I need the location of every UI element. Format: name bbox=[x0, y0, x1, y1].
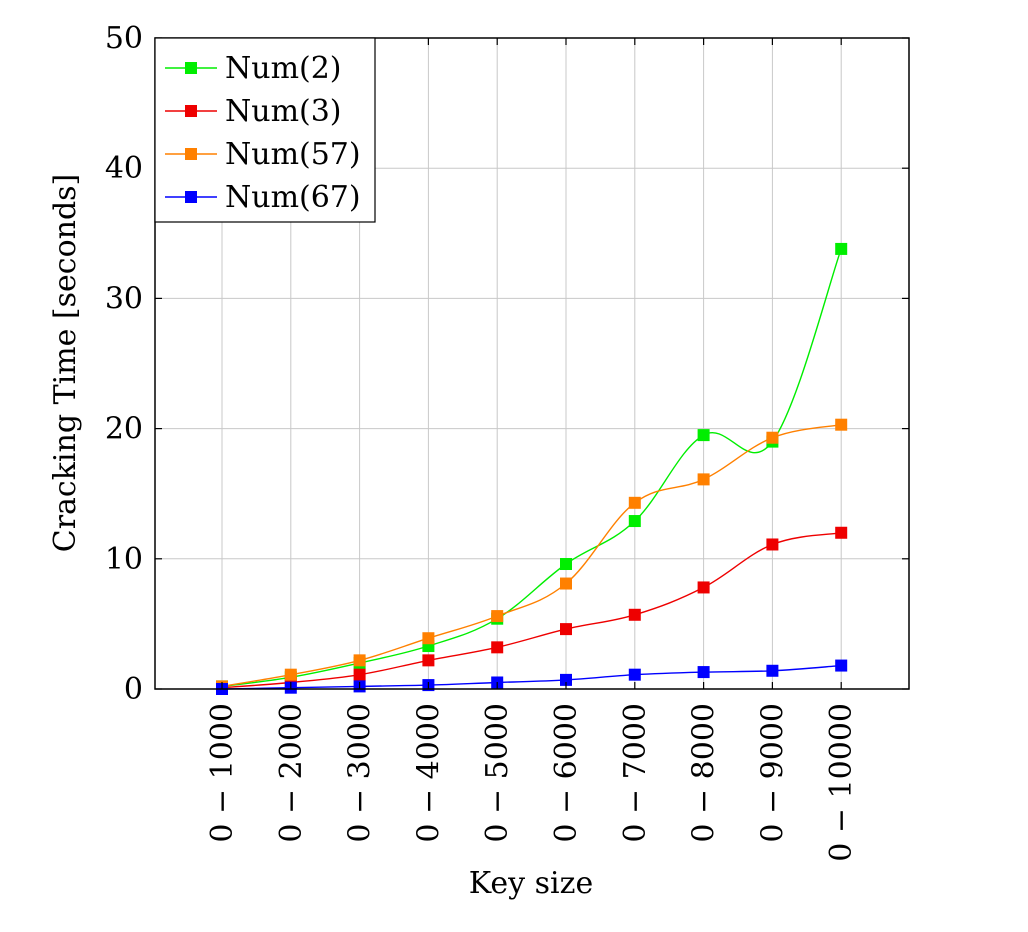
legend-label: Num(57) bbox=[225, 137, 361, 172]
legend-marker bbox=[185, 62, 197, 74]
data-point bbox=[422, 632, 435, 645]
x-tick-label: 0 − 8000 bbox=[687, 703, 722, 843]
data-point bbox=[560, 623, 572, 636]
y-axis-title: Cracking Time [seconds] bbox=[48, 174, 83, 553]
legend-marker bbox=[185, 105, 197, 117]
data-point bbox=[835, 526, 848, 539]
x-axis: 0 − 1000 0 − 2000 0 − 3000 0 − 4000 0 − 5000… bbox=[205, 38, 859, 862]
x-tick-label: 0 − 3000 bbox=[343, 703, 378, 843]
x-tick-label: 0 − 7000 bbox=[618, 703, 653, 843]
y-tick-label: 20 bbox=[105, 412, 143, 447]
data-point bbox=[353, 668, 366, 681]
x-tick-label: 0 − 2000 bbox=[274, 703, 309, 843]
series-num-3 bbox=[216, 526, 848, 694]
series-num-67 bbox=[216, 659, 848, 695]
y-tick-label: 10 bbox=[105, 542, 143, 577]
legend-item: Num(57) bbox=[165, 137, 361, 172]
data-point bbox=[628, 496, 641, 509]
data-point bbox=[422, 654, 435, 667]
y-tick-label: 0 bbox=[124, 672, 143, 707]
legend: Num(2) Num(3) Num(57) Num(67) bbox=[154, 37, 376, 223]
data-point bbox=[835, 659, 848, 672]
y-axis: 0 10 20 30 40 50 bbox=[105, 21, 909, 707]
data-point bbox=[560, 673, 572, 686]
x-tick-label: 0 − 9000 bbox=[755, 703, 790, 843]
series-line bbox=[221, 532, 842, 689]
series-num-2 bbox=[216, 242, 848, 693]
legend-marker bbox=[185, 148, 197, 160]
data-point bbox=[766, 538, 779, 551]
x-axis-title: Key size bbox=[469, 866, 593, 901]
legend-item: Num(2) bbox=[165, 51, 342, 86]
legend-label: Num(2) bbox=[225, 51, 342, 86]
x-tick-label: 0 − 6000 bbox=[549, 703, 584, 843]
data-point bbox=[628, 515, 641, 528]
data-point bbox=[284, 668, 297, 681]
data-point bbox=[560, 577, 572, 590]
legend-label: Num(67) bbox=[225, 180, 361, 215]
y-tick-label: 30 bbox=[105, 281, 143, 316]
legend-item: Num(3) bbox=[165, 94, 342, 129]
data-point bbox=[628, 608, 641, 621]
plot-frame bbox=[154, 37, 910, 690]
y-tick-label: 50 bbox=[105, 21, 143, 56]
data-point bbox=[491, 641, 504, 654]
x-tick-label: 0 − 4000 bbox=[411, 703, 446, 843]
legend-item: Num(67) bbox=[165, 180, 361, 215]
data-point bbox=[697, 581, 710, 594]
data-point bbox=[353, 654, 366, 667]
data-point bbox=[835, 418, 848, 431]
x-tick-label: 0 − 5000 bbox=[480, 703, 515, 843]
data-point bbox=[628, 668, 641, 681]
data-point bbox=[560, 558, 572, 571]
data-point bbox=[835, 242, 848, 255]
data-point bbox=[766, 664, 779, 677]
series-line bbox=[221, 664, 842, 690]
data-point bbox=[697, 666, 710, 679]
legend-marker bbox=[185, 191, 197, 203]
x-tick-label: 0 − 1000 bbox=[205, 703, 240, 843]
data-point bbox=[491, 610, 504, 623]
legend-label: Num(3) bbox=[225, 94, 342, 129]
series-line bbox=[221, 424, 842, 688]
data-point bbox=[697, 429, 710, 442]
series-line bbox=[221, 248, 842, 688]
data-point bbox=[697, 473, 710, 486]
data-point bbox=[766, 431, 779, 444]
x-tick-label: 0 − 10000 bbox=[824, 703, 859, 862]
series-group bbox=[216, 242, 848, 695]
y-tick-label: 40 bbox=[105, 151, 143, 186]
